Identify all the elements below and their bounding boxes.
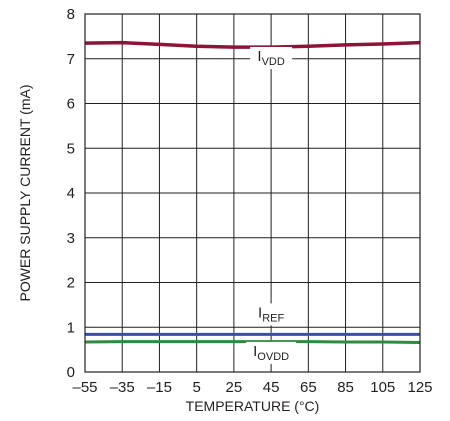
series-label-main: I	[257, 48, 261, 65]
series-line-iovdd	[84, 340, 421, 344]
plot-frame	[84, 13, 421, 373]
y-tick-label: 8	[67, 6, 75, 23]
x-tick-label: 25	[226, 379, 243, 396]
y-tick-label: 6	[67, 96, 75, 113]
y-tick-label: 2	[67, 275, 75, 292]
series-label-main: I	[258, 304, 262, 321]
series-label-ivdd: IVDD	[257, 48, 284, 68]
x-tick-label: –55	[72, 379, 97, 396]
x-tick-label: –35	[110, 379, 135, 396]
series-label-iref: IREF	[258, 304, 284, 324]
series-label-main: I	[253, 343, 257, 360]
x-tick-label: 105	[370, 379, 395, 396]
grid	[85, 14, 420, 372]
x-tick-label: 5	[192, 379, 200, 396]
series-label-bg	[250, 303, 293, 326]
x-axis-title: TEMPERATURE (°C)	[186, 398, 320, 414]
y-tick-labels: 0 1 2 3 4 5 6 7 8	[67, 6, 75, 381]
x-tick-labels: –55 –35 –15 5 25 45 65 85 105 125	[72, 379, 432, 396]
x-tick-label: –15	[147, 379, 172, 396]
y-axis-title: POWER SUPPLY CURRENT (mA)	[17, 84, 33, 301]
y-tick-label: 5	[67, 140, 75, 157]
series-label-sub: REF	[262, 312, 284, 324]
series-line-ivdd	[84, 40, 421, 49]
y-tick-label: 0	[67, 364, 75, 381]
y-tick-label: 7	[67, 51, 75, 68]
x-tick-label: 85	[337, 379, 354, 396]
y-tick-label: 3	[67, 230, 75, 247]
series-label-sub: OVDD	[257, 351, 289, 363]
y-tick-label: 4	[67, 185, 75, 202]
x-tick-label: 45	[263, 379, 280, 396]
series-label-bg	[250, 46, 293, 69]
x-tick-label: 65	[300, 379, 317, 396]
x-tick-label: 125	[407, 379, 432, 396]
series-label-iovdd: IOVDD	[253, 343, 289, 363]
series-label-sub: VDD	[262, 56, 285, 68]
series-label-bg	[246, 341, 297, 364]
y-tick-label: 1	[67, 319, 75, 336]
